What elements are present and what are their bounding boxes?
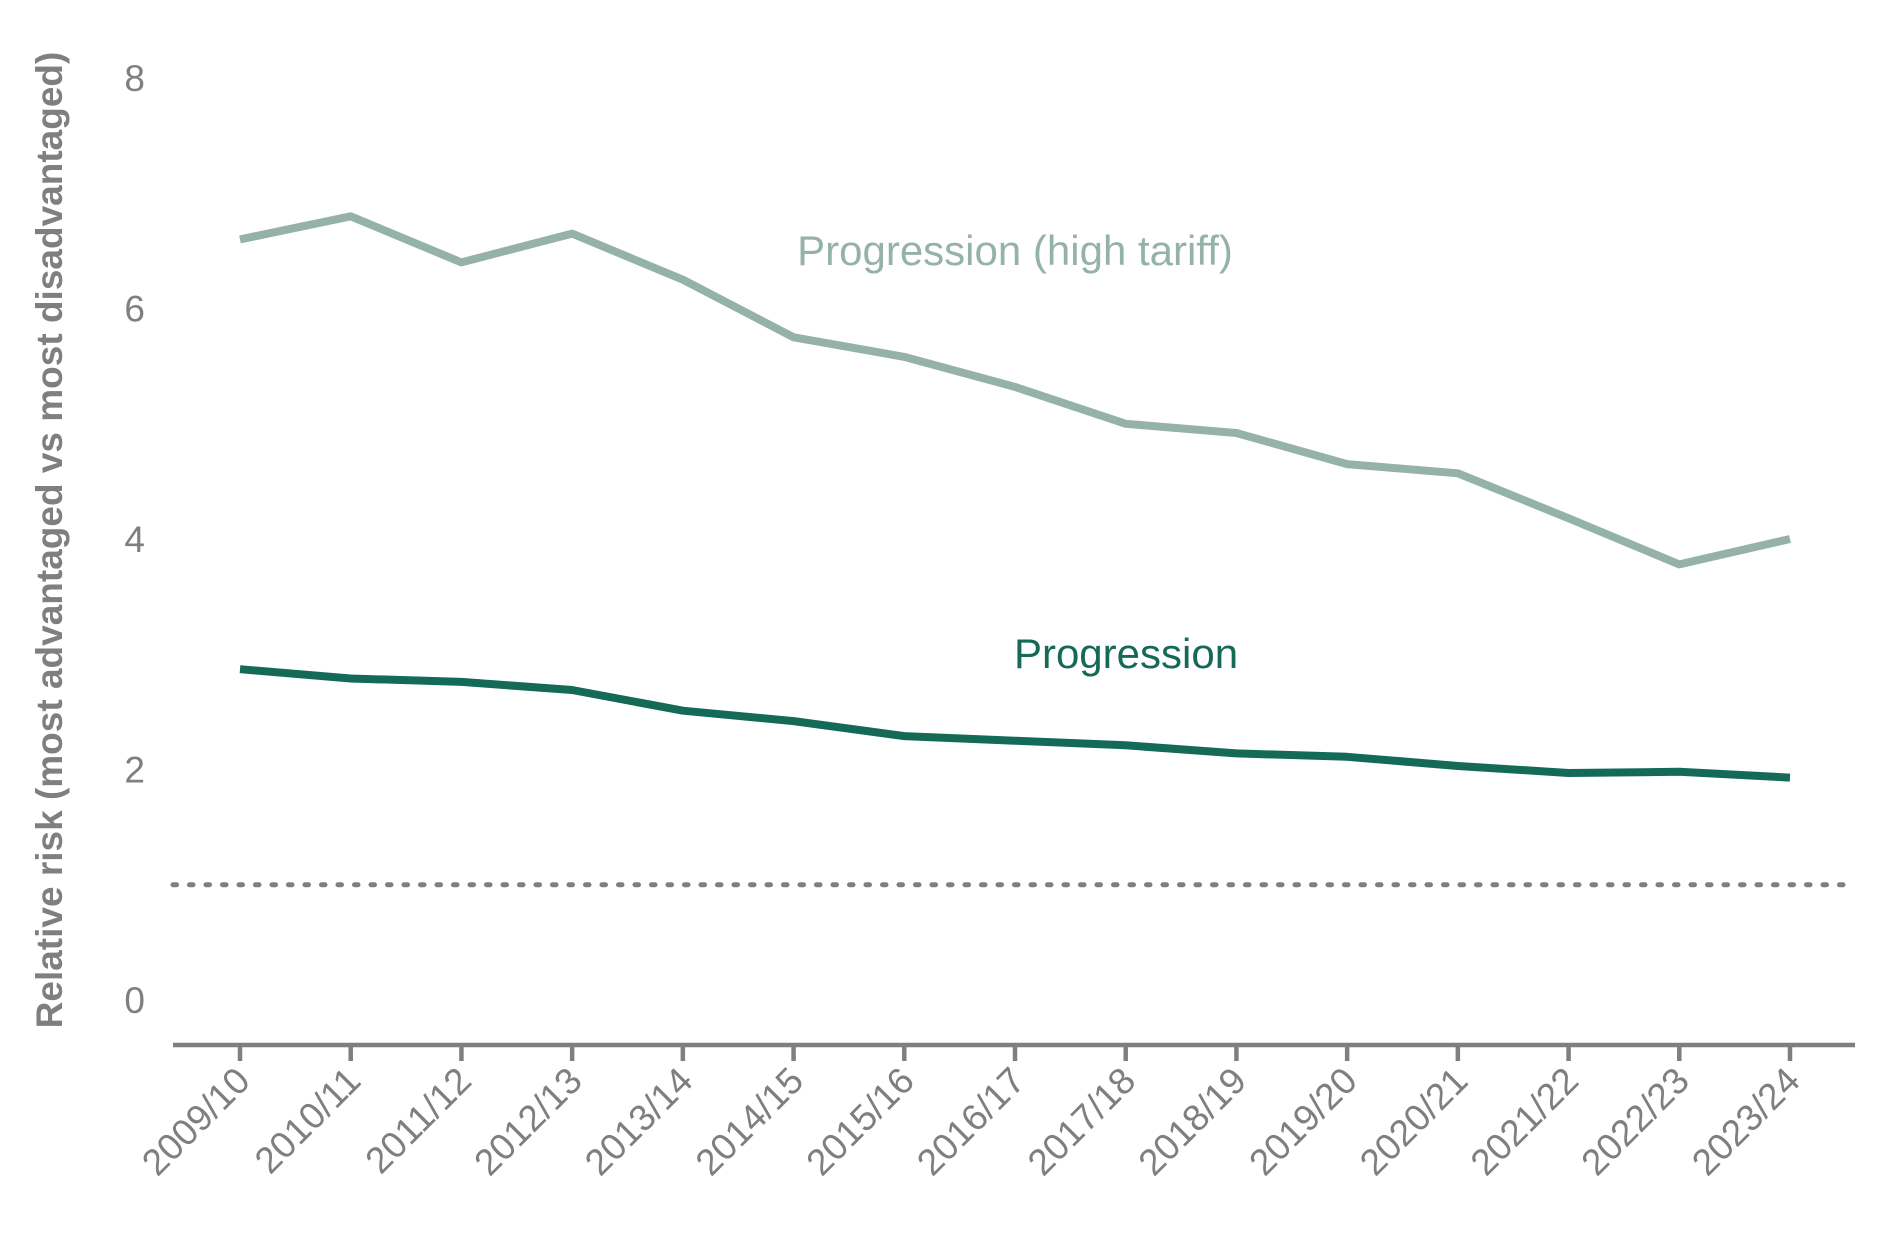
x-tick-label: 2011/12 bbox=[357, 1060, 479, 1182]
x-tick-label: 2013/14 bbox=[577, 1060, 701, 1184]
y-axis-label: Relative risk (most advantaged vs most d… bbox=[29, 52, 70, 1029]
x-tick-label: 2014/15 bbox=[688, 1060, 812, 1184]
x-tick-label: 2018/19 bbox=[1131, 1060, 1255, 1184]
series-label: Progression bbox=[1014, 630, 1238, 677]
x-tick-label: 2015/16 bbox=[798, 1060, 922, 1184]
series-lines bbox=[239, 212, 1791, 782]
y-tick-label: 6 bbox=[124, 289, 145, 330]
x-tick-label: 2012/13 bbox=[466, 1060, 590, 1184]
y-tick-label: 0 bbox=[124, 980, 145, 1021]
x-tick-label: 2021/22 bbox=[1463, 1060, 1587, 1184]
x-tick-label: 2017/18 bbox=[1020, 1060, 1144, 1184]
y-tick-label: 4 bbox=[124, 519, 145, 560]
x-tick-label: 2023/24 bbox=[1684, 1060, 1808, 1184]
x-tick-label: 2019/20 bbox=[1241, 1060, 1365, 1184]
x-tick-label: 2016/17 bbox=[909, 1060, 1033, 1184]
x-tick-label: 2009/10 bbox=[134, 1060, 258, 1184]
series-labels: Progression (high tariff) Progression bbox=[797, 227, 1238, 677]
x-tick-label: 2010/11 bbox=[247, 1060, 369, 1182]
series-line bbox=[239, 212, 1791, 569]
y-tick-label: 2 bbox=[124, 750, 145, 791]
series-line bbox=[239, 665, 1791, 782]
x-tick-label: 2022/23 bbox=[1573, 1060, 1697, 1184]
y-axis-ticks: 0 2 4 6 8 bbox=[124, 58, 145, 1021]
x-tick-label: 2020/21 bbox=[1352, 1060, 1476, 1184]
y-tick-label: 8 bbox=[124, 58, 145, 99]
x-axis-ticks: 2009/102010/112011/122012/132013/142014/… bbox=[134, 1045, 1808, 1183]
series-label: Progression (high tariff) bbox=[797, 227, 1233, 274]
